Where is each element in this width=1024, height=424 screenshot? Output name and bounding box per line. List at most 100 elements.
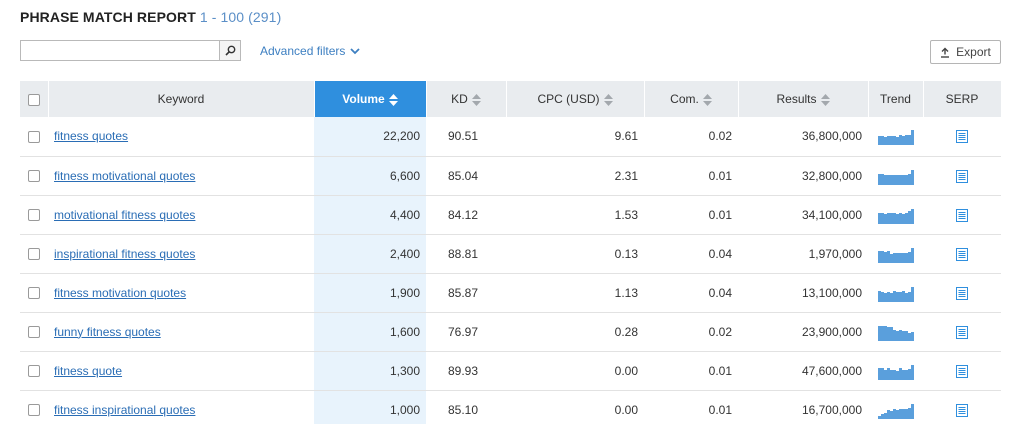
- serp-icon[interactable]: [956, 208, 968, 222]
- col-com[interactable]: Com.: [644, 81, 739, 117]
- upload-icon: [941, 47, 950, 58]
- kd-cell: 90.51: [426, 117, 506, 157]
- keyword-link[interactable]: fitness quotes: [54, 129, 129, 144]
- keyword-cell: fitness inspirational quotes: [48, 390, 314, 424]
- results-cell: 32,800,000: [738, 156, 868, 196]
- col-trend: Trend: [868, 81, 924, 117]
- row-checkbox[interactable]: [28, 209, 40, 222]
- volume-cell: 22,200: [314, 117, 426, 157]
- kd-cell: 85.10: [426, 390, 506, 424]
- serp-icon[interactable]: [956, 247, 968, 261]
- keyword-link[interactable]: fitness motivational quotes: [54, 168, 196, 183]
- trend-sparkline: [877, 403, 914, 419]
- search-input[interactable]: [21, 41, 219, 60]
- select-all-checkbox[interactable]: [27, 93, 40, 106]
- row-select-cell: [20, 273, 48, 313]
- table-row: inspirational fitness quotes 2,400 88.81 0.…: [20, 234, 1001, 274]
- trend-sparkline: [877, 169, 914, 185]
- serp-icon[interactable]: [956, 364, 968, 378]
- serp-cell: [923, 117, 1001, 157]
- serp-cell: [923, 273, 1001, 313]
- col-keyword[interactable]: Keyword: [48, 81, 315, 117]
- serp-icon[interactable]: [956, 169, 968, 183]
- col-volume[interactable]: Volume: [314, 81, 427, 117]
- com-cell: 0.01: [644, 390, 738, 424]
- trend-cell: [868, 156, 923, 196]
- com-cell: 0.02: [644, 117, 738, 157]
- keyword-link[interactable]: fitness inspirational quotes: [54, 402, 196, 417]
- volume-cell: 1,900: [314, 273, 426, 313]
- row-checkbox[interactable]: [28, 404, 40, 417]
- col-cpc[interactable]: CPC (USD): [506, 81, 645, 117]
- col-results[interactable]: Results: [738, 81, 869, 117]
- search-icon: [224, 45, 235, 56]
- kd-cell: 76.97: [426, 312, 506, 352]
- search-button[interactable]: [219, 41, 240, 60]
- col-serp: SERP: [923, 81, 1002, 117]
- sort-icon: [471, 93, 481, 106]
- trend-cell: [868, 390, 923, 424]
- export-button[interactable]: Export: [930, 40, 1001, 64]
- table-row: fitness motivational quotes 6,600 85.04 2.3…: [20, 156, 1001, 196]
- result-range: 1 - 100 (291): [199, 9, 282, 25]
- advanced-filters-label: Advanced filters: [260, 44, 346, 58]
- keyword-cell: funny fitness quotes: [48, 312, 314, 352]
- serp-cell: [923, 234, 1001, 274]
- volume-cell: 1,300: [314, 351, 426, 391]
- serp-icon[interactable]: [956, 403, 968, 417]
- kd-cell: 85.87: [426, 273, 506, 313]
- trend-cell: [868, 195, 923, 235]
- volume-cell: 6,600: [314, 156, 426, 196]
- com-cell: 0.04: [644, 273, 738, 313]
- row-checkbox[interactable]: [28, 170, 40, 183]
- cpc-cell: 0.00: [506, 351, 644, 391]
- results-cell: 1,970,000: [738, 234, 868, 274]
- table-row: fitness motivation quotes 1,900 85.87 1.13 0…: [20, 273, 1001, 313]
- cpc-cell: 9.61: [506, 117, 644, 157]
- row-checkbox[interactable]: [28, 365, 40, 378]
- keyword-link[interactable]: funny fitness quotes: [54, 324, 161, 339]
- volume-cell: 1,600: [314, 312, 426, 352]
- sort-icon: [603, 93, 613, 106]
- serp-icon[interactable]: [956, 130, 968, 144]
- cpc-cell: 0.28: [506, 312, 644, 352]
- row-checkbox[interactable]: [28, 131, 40, 144]
- serp-icon[interactable]: [956, 325, 968, 339]
- row-checkbox[interactable]: [28, 287, 40, 300]
- keyword-link[interactable]: motivational fitness quotes: [54, 207, 196, 222]
- volume-cell: 1,000: [314, 390, 426, 424]
- cpc-cell: 1.13: [506, 273, 644, 313]
- kd-cell: 89.93: [426, 351, 506, 391]
- table-row: fitness quotes 22,200 90.51 9.61 0.02 36,800,…: [20, 117, 1001, 157]
- volume-cell: 2,400: [314, 234, 426, 274]
- cpc-cell: 1.53: [506, 195, 644, 235]
- keyword-link[interactable]: fitness motivation quotes: [54, 285, 187, 300]
- row-select-cell: [20, 351, 48, 391]
- trend-sparkline: [877, 130, 914, 146]
- trend-cell: [868, 234, 923, 274]
- table-row: fitness quote 1,300 89.93 0.00 0.01 47,600,00…: [20, 351, 1001, 391]
- kd-cell: 84.12: [426, 195, 506, 235]
- table-row: funny fitness quotes 1,600 76.97 0.28 0.02 23…: [20, 312, 1001, 352]
- results-cell: 34,100,000: [738, 195, 868, 235]
- export-label: Export: [956, 45, 991, 59]
- advanced-filters-link[interactable]: Advanced filters: [260, 44, 361, 58]
- keyword-cell: fitness motivational quotes: [48, 156, 314, 196]
- row-checkbox[interactable]: [28, 326, 40, 339]
- keyword-cell: fitness quote: [48, 351, 314, 391]
- keyword-link[interactable]: fitness quote: [54, 363, 123, 378]
- results-cell: 16,700,000: [738, 390, 868, 424]
- keyword-cell: motivational fitness quotes: [48, 195, 314, 235]
- com-cell: 0.01: [644, 156, 738, 196]
- com-cell: 0.01: [644, 351, 738, 391]
- serp-cell: [923, 312, 1001, 352]
- serp-cell: [923, 390, 1001, 424]
- row-checkbox[interactable]: [28, 248, 40, 261]
- serp-icon[interactable]: [956, 286, 968, 300]
- col-kd[interactable]: KD: [426, 81, 507, 117]
- serp-cell: [923, 195, 1001, 235]
- sort-icon: [388, 93, 398, 106]
- results-cell: 47,600,000: [738, 351, 868, 391]
- trend-cell: [868, 117, 923, 157]
- keyword-link[interactable]: inspirational fitness quotes: [54, 246, 196, 261]
